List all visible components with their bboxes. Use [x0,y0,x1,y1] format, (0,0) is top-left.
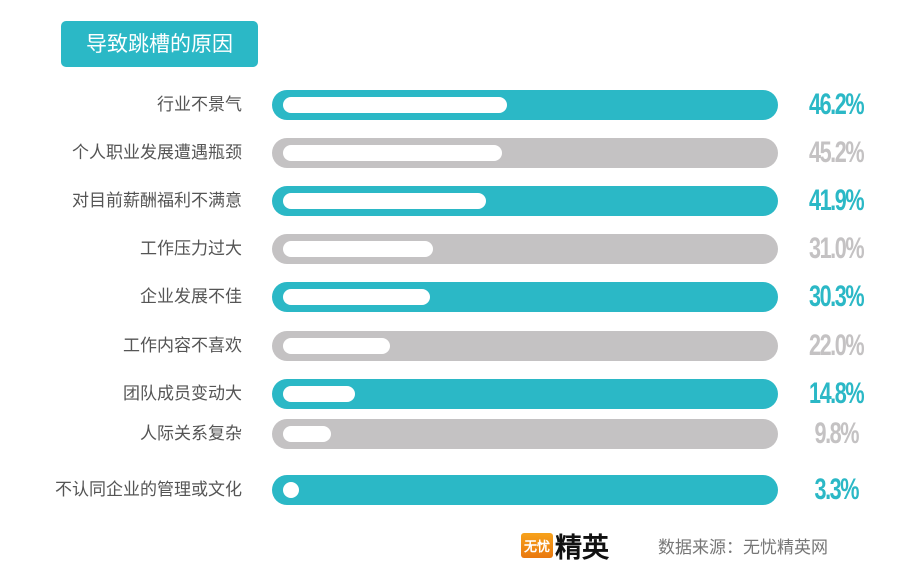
category-label: 团队成员变动大 [123,384,242,404]
bar-fill [283,289,430,305]
bar-track [272,186,778,216]
bar-track [272,90,778,120]
bar-row: 团队成员变动大 14.8% [0,377,917,410]
category-label: 对目前薪酬福利不满意 [72,191,242,211]
bar-fill [283,97,508,113]
logo: 无忧 精英 [521,528,610,564]
category-label: 工作压力过大 [140,239,242,259]
value-label: 45.2% [809,136,864,169]
category-label: 人际关系复杂 [140,424,242,444]
bar-row: 工作压力过大 31.0% [0,232,917,265]
bar-track [272,234,778,264]
value-label: 31.0% [809,232,864,265]
bar-row: 不认同企业的管理或文化 3.3% [0,473,917,506]
value-label: 41.9% [809,184,864,217]
bar-fill [283,386,355,402]
value-label: 46.2% [809,88,864,121]
bar-row: 对目前薪酬福利不满意 41.9% [0,184,917,217]
bar-track [272,138,778,168]
logo-text: 精英 [555,532,610,564]
category-label: 个人职业发展遭遇瓶颈 [72,143,242,163]
bar-track [272,282,778,312]
value-label: 22.0% [809,329,864,362]
bar-track [272,475,778,505]
bar-row: 行业不景气 46.2% [0,88,917,121]
bar-fill [283,193,487,209]
bar-fill [283,338,390,354]
value-label: 3.3% [814,473,860,506]
logo-box: 无忧 [521,532,554,558]
data-source: 数据来源：无忧精英网 [658,538,828,558]
bar-track [272,419,778,449]
bar-fill [283,426,331,442]
category-label: 企业发展不佳 [140,287,242,307]
category-label: 不认同企业的管理或文化 [55,480,242,500]
bar-row: 人际关系复杂 9.8% [0,417,917,450]
bar-row: 个人职业发展遭遇瓶颈 45.2% [0,136,917,169]
chart-title: 导致跳槽的原因 [61,21,258,67]
category-label: 行业不景气 [157,95,242,115]
value-label: 30.3% [809,280,864,313]
bar-fill [283,241,434,257]
bar-row: 企业发展不佳 30.3% [0,280,917,313]
category-label: 工作内容不喜欢 [123,336,242,356]
bar-row: 工作内容不喜欢 22.0% [0,329,917,362]
value-label: 9.8% [814,417,860,450]
bar-fill [283,145,503,161]
value-label: 14.8% [809,377,864,410]
bar-fill [283,482,299,498]
bar-track [272,331,778,361]
bar-track [272,379,778,409]
